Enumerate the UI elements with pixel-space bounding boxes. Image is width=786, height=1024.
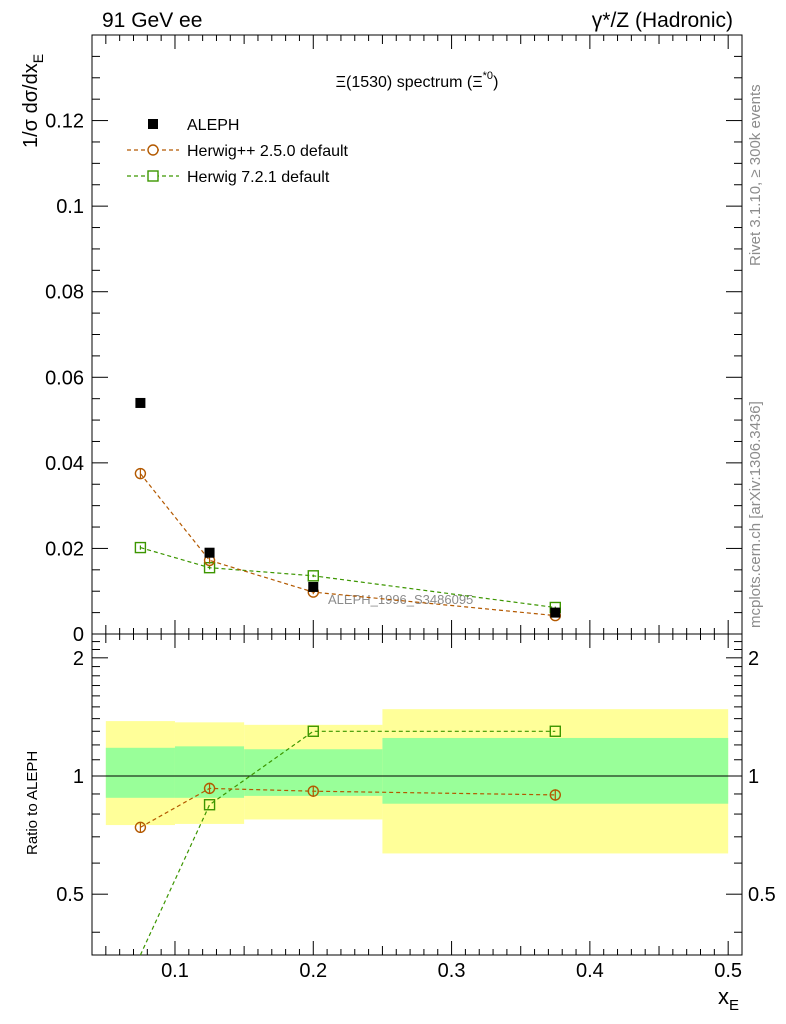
data-point (203, 799, 216, 811)
xlabel-text: x (718, 984, 729, 1009)
mcplots-label: mcplots.cern.ch [arXiv:1306.3436] (747, 401, 764, 628)
legend-label: Herwig++ 2.5.0 default (187, 143, 349, 160)
legend-label: ALEPH (187, 117, 239, 134)
header-left: 91 GeV ee (102, 9, 202, 32)
data-point (307, 570, 319, 582)
data-point (550, 607, 561, 618)
data-point (135, 397, 146, 408)
series-line (140, 787, 556, 828)
legend-marker (147, 170, 159, 182)
data-point (134, 467, 147, 480)
ratio-y-tick-label-right: 1 (748, 766, 759, 788)
legend-marker (148, 119, 158, 129)
x-tick-label: 0.5 (714, 960, 742, 982)
x-tick-label: 0.1 (161, 960, 189, 982)
ratio-y-tick-label: 0.5 (56, 884, 84, 906)
data-point (307, 725, 319, 737)
ratio-y-tick-label: 1 (73, 766, 84, 788)
y-tick-label: 0.04 (45, 453, 84, 475)
ratio-y-tick-label-right: 0.5 (748, 884, 776, 906)
main-ylabel: 1/σ dσ/dxE (20, 54, 46, 148)
y-tick-label: 0 (73, 624, 84, 646)
legend-label: Herwig 7.2.1 default (187, 169, 330, 186)
data-point (134, 821, 147, 834)
band-inner (105, 747, 175, 798)
main-panel: 0 0.02 0.04 0.06 0.08 0.1 0.12 ALEPH_1996_S3486… (45, 34, 743, 646)
y-tick-label: 0.06 (45, 367, 84, 389)
ratio-panel: 0.1 0.2 0.3 0.4 0.5 0.5 0.5 1 1 2 2 (56, 633, 776, 982)
ratio-frame (91, 633, 743, 956)
x-tick-label: 0.4 (576, 960, 604, 982)
analysis-annotation: ALEPH_1996_S3486095 (328, 592, 473, 607)
x-tick-label: 0.2 (299, 960, 327, 982)
data-point (134, 541, 147, 554)
y-tick-label: 0.1 (56, 196, 84, 218)
ratio-y-tick-label-right: 2 (748, 648, 759, 670)
ratio-y-tick-label: 2 (73, 648, 84, 670)
y-tick-label: 0.12 (45, 111, 84, 133)
ratio-ylabel: Ratio to ALEPH (24, 751, 41, 855)
xlabel-sub: E (729, 997, 739, 1014)
data-point (549, 789, 561, 801)
y-tick-label: 0.08 (45, 282, 84, 304)
plot-title-main: Ξ(1530) spectrum (Ξ (336, 74, 483, 91)
header-right: γ*/Z (Hadronic) (592, 9, 733, 32)
data-point (204, 547, 215, 558)
y-tick-label: 0.02 (45, 538, 84, 560)
plot-title-close: ) (493, 74, 498, 91)
rivet-label: Rivet 3.1.10, ≥ 300k events (747, 84, 764, 266)
x-tick-label: 0.3 (438, 960, 466, 982)
main-ylabel-sub: E (30, 54, 46, 63)
data-point (308, 581, 319, 592)
plot-title: Ξ(1530) spectrum (Ξ*0) (336, 70, 499, 91)
legend-marker (147, 144, 159, 156)
data-point (203, 782, 216, 795)
data-point (549, 725, 561, 737)
plot-title-sup: *0 (483, 70, 493, 82)
xlabel: xE (718, 984, 739, 1014)
series-line (139, 730, 556, 956)
data-point (307, 785, 319, 797)
series-line (140, 547, 556, 609)
main-ylabel-text: 1/σ dσ/dx (20, 63, 42, 148)
